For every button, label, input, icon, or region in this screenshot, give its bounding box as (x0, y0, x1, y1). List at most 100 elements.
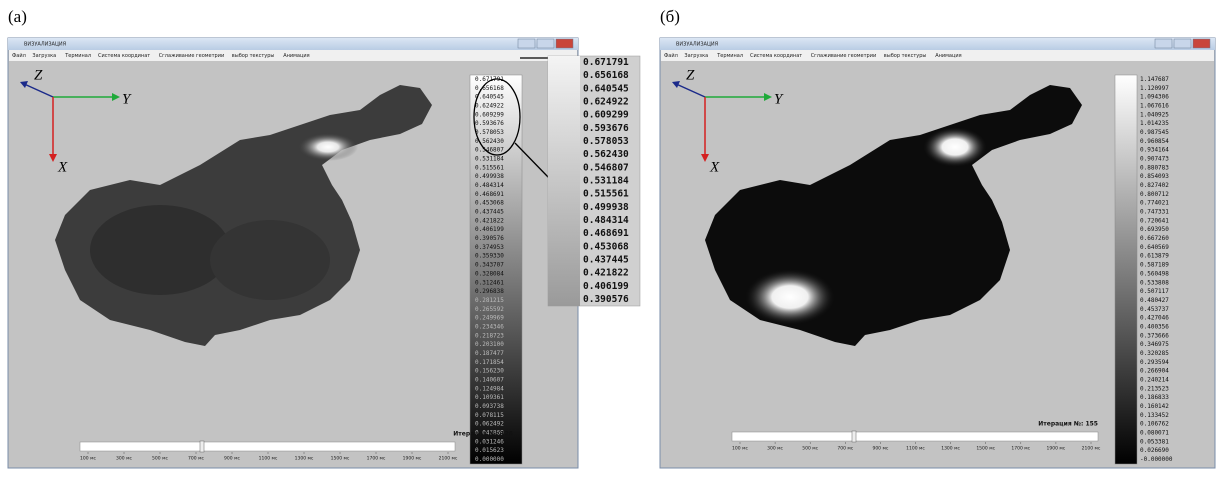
colorbar-label: 0.453737 (1140, 306, 1169, 313)
menu-item: Терминал (64, 53, 91, 59)
slider-label: 500 мс (802, 446, 818, 452)
window-button (1174, 39, 1191, 48)
colorbar-label: 0.578053 (475, 129, 504, 136)
colorbar-label: 0.774021 (1140, 200, 1169, 207)
colorbar-label: 0.640569 (1140, 244, 1169, 251)
colorbar-label: 0.560498 (1140, 270, 1169, 277)
zoom-label: 0.609299 (583, 110, 629, 121)
colorbar-label: 0.109361 (475, 394, 504, 401)
slider-label: 2100 мс (439, 456, 458, 462)
colorbar-label: 0.667260 (1140, 235, 1169, 242)
slider-label: 1100 мс (906, 446, 925, 452)
colorbar-label: 0.499938 (475, 173, 504, 180)
colorbar-label: 0.031246 (475, 438, 504, 445)
colorbar-label: 0.593676 (475, 120, 504, 127)
slider-label: 1900 мс (403, 456, 422, 462)
zoom-label: 0.640545 (583, 83, 629, 94)
zoom-label: 0.484314 (583, 215, 629, 226)
colorbar-label: 1.094306 (1140, 94, 1169, 101)
colorbar-label: 0.346975 (1140, 341, 1169, 348)
colorbar-label: 0.987545 (1140, 129, 1169, 136)
zoom-label: 0.437445 (583, 254, 629, 265)
colorbar-label: 0.080071 (1140, 430, 1169, 437)
colorbar-label: 0.281215 (475, 297, 504, 304)
window-button (1193, 39, 1210, 48)
menu-item: Анимация (935, 53, 961, 59)
colorbar-label: 0.213523 (1140, 385, 1169, 392)
slider-label: 1300 мс (295, 456, 314, 462)
menu-item: Анимация (283, 53, 309, 59)
hot-spot (298, 133, 358, 161)
colorbar-label: 0.000000 (475, 456, 504, 463)
colorbar-label: 0.026690 (1140, 447, 1169, 454)
time-slider (732, 432, 1098, 441)
field-region (210, 220, 330, 300)
slider-thumb[interactable] (852, 431, 856, 442)
colorbar-label: 0.171854 (475, 359, 504, 366)
colorbar-label: 0.960854 (1140, 138, 1169, 145)
window-button (518, 39, 535, 48)
slider-label: 700 мс (837, 446, 853, 452)
iteration-counter: Итерация №: 155 (1038, 421, 1098, 428)
window-button (556, 39, 573, 48)
zoom-label: 0.406199 (583, 281, 629, 292)
colorbar-label: 0.293594 (1140, 359, 1169, 366)
slider-label: 900 мс (872, 446, 888, 452)
colorbar-label: 0.186833 (1140, 394, 1169, 401)
colorbar-label: 0.160142 (1140, 403, 1169, 410)
colorbar-label: 0.613879 (1140, 253, 1169, 260)
colorbar-label: 0.484314 (475, 182, 504, 189)
colorbar-label: 1.067616 (1140, 102, 1169, 109)
colorbar-label: 0.053381 (1140, 438, 1169, 445)
colorbar-label: 0.266904 (1140, 368, 1169, 375)
zoom-label: 0.593676 (583, 123, 629, 134)
title-bar (660, 38, 1215, 50)
colorbar-label: 0.320285 (1140, 350, 1169, 357)
slider-label: 500 мс (152, 456, 168, 462)
colorbar-label: 0.437445 (475, 209, 504, 216)
slider-label: 2100 мс (1082, 446, 1101, 452)
menu-item: Система координат (98, 53, 150, 59)
colorbar-label: 1.040925 (1140, 111, 1169, 118)
colorbar-label: 0.093738 (475, 403, 504, 410)
hot-spot (923, 127, 987, 167)
iteration-counter: Итерация №: 126 (453, 431, 513, 438)
colorbar-label: 0.533808 (1140, 279, 1169, 286)
slider-thumb[interactable] (200, 441, 204, 452)
colorbar-label: 0.265592 (475, 306, 504, 313)
panel-label: (а) (8, 7, 27, 26)
colorbar-label: -0.000000 (1140, 456, 1173, 463)
colorbar-label: 0.140607 (475, 377, 504, 384)
zoom-label: 0.499938 (583, 202, 629, 213)
colorbar-label: 1.120997 (1140, 85, 1169, 92)
colorbar-label: 0.234346 (475, 323, 504, 330)
zoom-label: 0.515561 (583, 189, 629, 200)
field-region (90, 205, 230, 295)
slider-label: 1700 мс (1011, 446, 1030, 452)
colorbar-label: 0.390576 (475, 235, 504, 242)
menu-item: Система координат (750, 53, 802, 59)
slider-label: 1500 мс (331, 456, 350, 462)
colorbar-label: 0.400356 (1140, 323, 1169, 330)
menu-item: Сглаживание геометрии (159, 53, 225, 59)
colorbar-label: 0.187477 (475, 350, 504, 357)
colorbar-label: 0.747331 (1140, 209, 1169, 216)
colorbar-label: 0.587189 (1140, 262, 1169, 269)
zoom-label: 0.546807 (583, 162, 629, 173)
colorbar-label: 0.374953 (475, 244, 504, 251)
window-title: ВИЗУАЛИЗАЦИЯ (676, 42, 718, 48)
axis-label: Z (686, 67, 695, 83)
colorbar-label: 0.133452 (1140, 412, 1169, 419)
colorbar-label: 0.854093 (1140, 173, 1169, 180)
colorbar-label: 1.147687 (1140, 76, 1169, 83)
slider-label: 900 мс (224, 456, 240, 462)
colorbar-label: 0.343707 (475, 262, 504, 269)
slider-label: 1300 мс (941, 446, 960, 452)
colorbar-label: 0.624922 (475, 102, 504, 109)
panel-label: (б) (660, 7, 680, 26)
slider-label: 700 мс (188, 456, 204, 462)
menu-item: Загрузка (684, 53, 708, 59)
menu-item: выбор текстуры (232, 53, 275, 59)
slider-label: 1700 мс (367, 456, 386, 462)
colorbar-label: 0.015623 (475, 447, 504, 454)
